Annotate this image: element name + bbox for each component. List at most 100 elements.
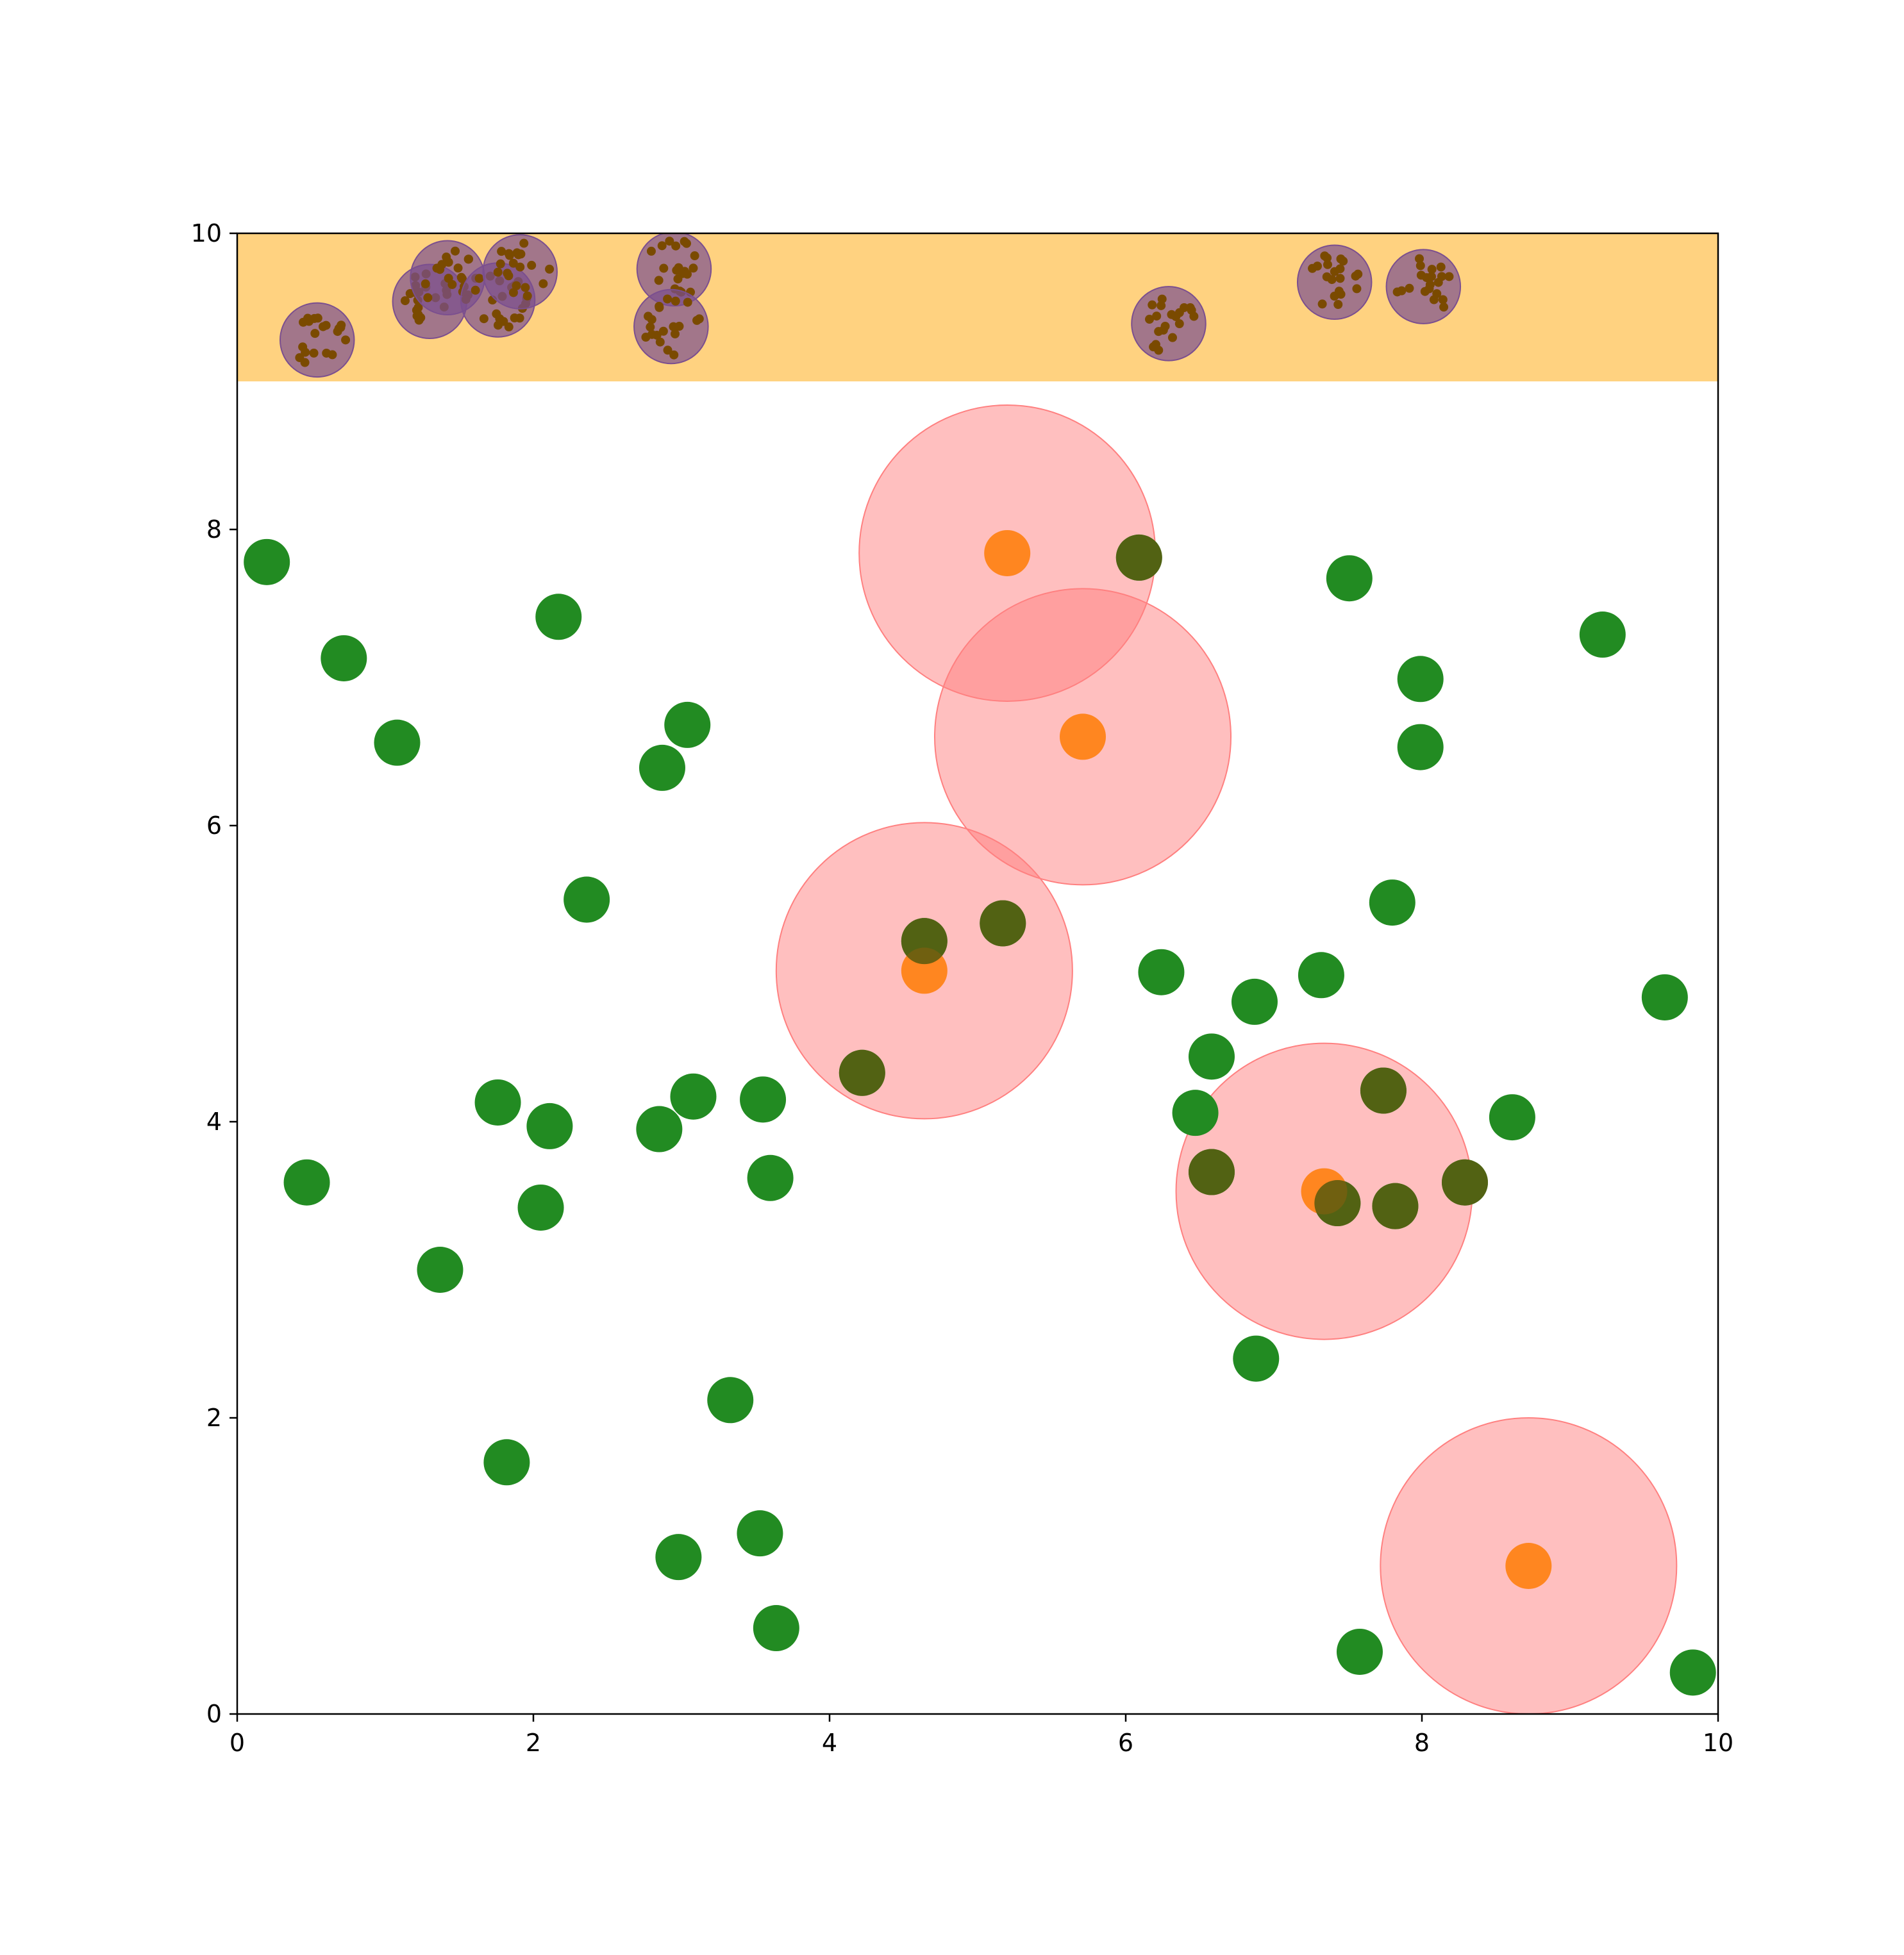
y-tick-label: 6 [206,811,222,840]
cluster-dot [682,269,692,279]
axes-frame [236,232,1719,1715]
cluster-dot [1352,284,1362,294]
cluster-dot [299,317,308,327]
cluster-dot [672,265,681,275]
x-tick-label: 6 [1118,1729,1133,1757]
cluster-dot [505,251,514,260]
cluster-dot [663,345,672,355]
cluster-dot [497,247,506,256]
green-point-overlap [1372,1183,1419,1229]
green-point [1397,656,1444,703]
cluster-dot [683,297,692,307]
cluster-dot [545,264,555,274]
cluster-dot [400,296,410,306]
cluster-dot [1436,262,1446,272]
cluster-dot [1444,272,1454,281]
x-tick-label: 8 [1414,1729,1430,1757]
green-point [535,594,582,640]
cluster-dot [655,337,665,347]
cluster-dot [1312,262,1322,271]
green-point [374,719,421,766]
orange-point [984,529,1031,576]
cluster-dot [453,263,463,273]
x-tick-label: 4 [822,1729,837,1757]
green-point [753,1605,799,1652]
y-axis: 0 2 4 6 8 10 [191,219,237,1728]
cluster-dot [522,291,532,301]
cluster-dot [1336,254,1346,264]
green-point [483,1439,530,1486]
cluster-dot [457,274,467,283]
cluster-dot [1333,300,1343,310]
cluster-dot [1317,299,1327,309]
green-point-overlap [839,1049,885,1096]
cluster-dot [539,279,548,288]
green-point [474,1079,521,1126]
cluster-dot [671,329,680,338]
cluster-dot [1335,274,1345,283]
cluster-dot [521,283,530,292]
green-point [740,1076,787,1123]
cluster-dot [1157,301,1166,310]
cluster-dot [313,313,322,323]
cluster-dot [658,326,668,336]
cluster-dot [1174,319,1184,329]
orange-point [1060,713,1106,760]
cluster-dot [665,237,674,246]
green-point [1231,978,1278,1025]
cluster-dot [510,313,519,323]
green-point [664,701,711,748]
green-point [564,876,610,923]
green-point [526,1102,573,1149]
x-tick-label: 10 [1703,1729,1733,1757]
green-point [670,1073,717,1120]
plot-area [237,233,1718,1714]
cluster-dot [1154,327,1164,337]
green-point [283,1159,330,1206]
cluster-dot [1323,260,1332,269]
green-point-overlap [1115,534,1162,581]
green-point [1326,555,1373,602]
cluster-dot [464,254,474,264]
cluster-dot [654,276,664,285]
cluster-dot [1330,292,1339,301]
green-point-overlap [1441,1159,1488,1206]
cluster-dot [493,267,503,277]
cluster-dot [1429,295,1439,304]
cluster-dot [519,238,529,248]
green-point [636,1106,683,1152]
y-tick-label: 2 [206,1404,222,1432]
cluster-dot [437,260,447,269]
cluster-dot [474,274,484,283]
x-tick-label: 2 [526,1729,541,1757]
green-point-overlap [980,900,1026,947]
cluster-dot [663,294,672,304]
cluster-dot [1433,278,1443,287]
green-point [1172,1090,1219,1136]
green-point [1138,949,1185,995]
green-point-overlap [1314,1180,1361,1227]
cluster-dot [673,274,683,284]
cluster-dot [479,314,489,324]
cluster-dot [1424,284,1434,294]
green-point [655,1534,702,1581]
cluster-dot [1154,345,1164,355]
cluster-dot [295,353,305,362]
cluster-dot [310,329,320,338]
cluster-dot [1415,261,1425,270]
green-point [1188,1033,1235,1080]
cluster-dot [1351,271,1360,281]
green-point-overlap [1188,1149,1235,1195]
cluster-dot [508,258,518,268]
cluster-dot [1160,321,1170,331]
green-point [1397,724,1444,770]
y-tick-label: 10 [191,219,222,247]
cluster-dot [1426,272,1436,281]
green-point [517,1184,564,1231]
green-point [321,635,367,681]
cluster-dot [298,342,308,352]
cluster-dot [442,253,451,262]
green-point-overlap [1360,1067,1407,1114]
cluster-dot [321,320,331,330]
